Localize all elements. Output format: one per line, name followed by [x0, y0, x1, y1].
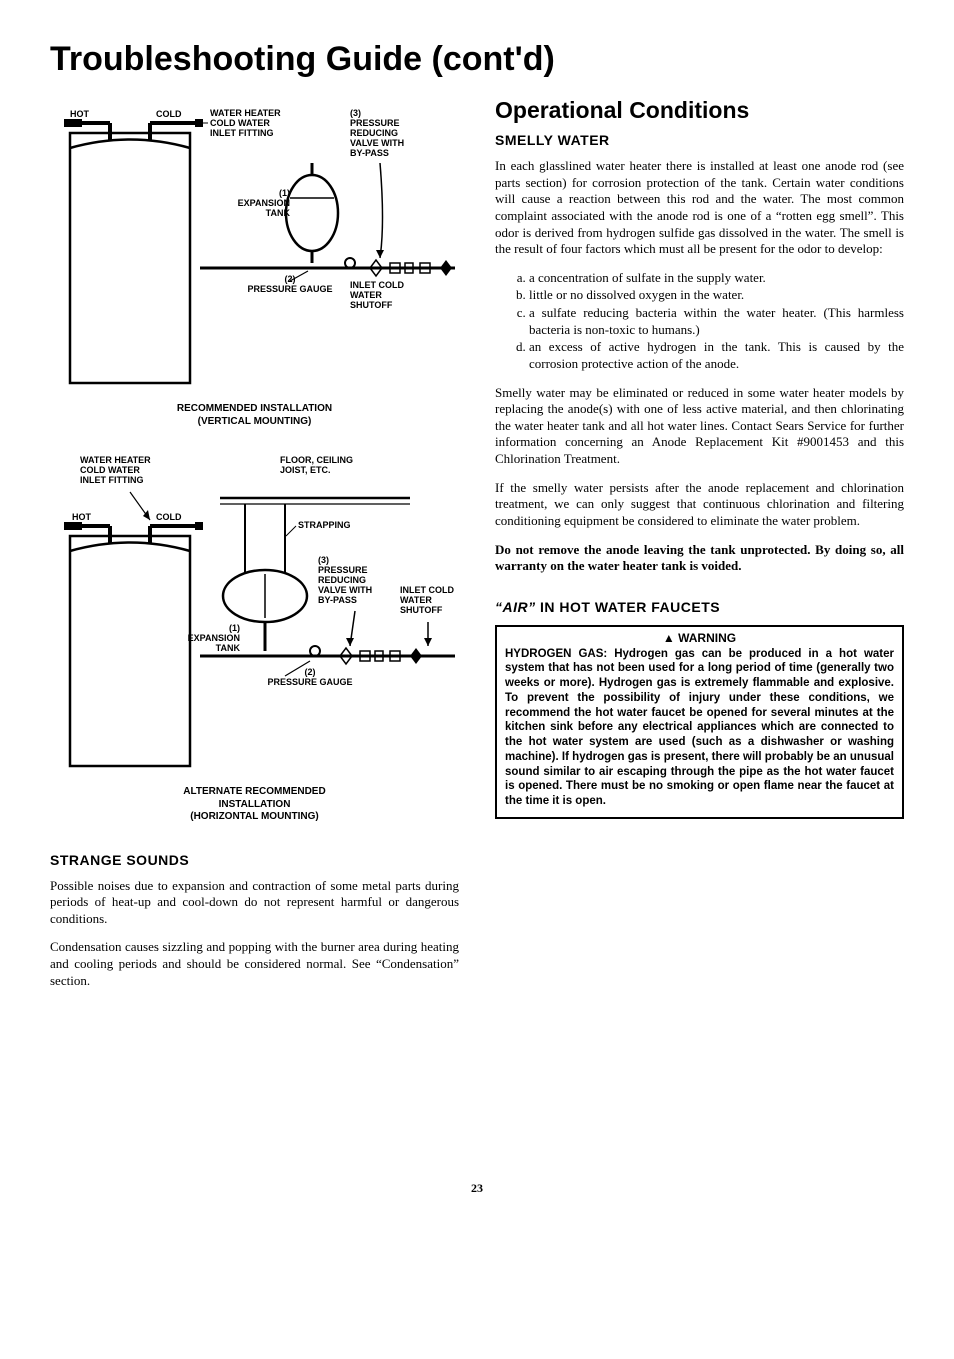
- smelly-item-c: a sulfate reducing bacteria within the w…: [529, 305, 904, 338]
- smelly-p4: Do not remove the anode leaving the tank…: [495, 542, 904, 575]
- d2-prv: (3)PRESSUREREDUCINGVALVE WITHBY-PASS: [318, 556, 398, 605]
- smelly-list: a concentration of sulfate in the supply…: [495, 270, 904, 373]
- diagram-horizontal-mounting: HOT COLD WATER HEATERCOLD WATERINLET FIT…: [50, 456, 459, 824]
- diagram-vertical-mounting: HOT COLD WATER HEATERCOLD WATERINLET FIT…: [50, 103, 459, 428]
- d2-gauge: (2)PRESSURE GAUGE: [250, 668, 370, 688]
- right-column: Operational Conditions SMELLY WATER In e…: [495, 97, 904, 1001]
- left-column: HOT COLD WATER HEATERCOLD WATERINLET FIT…: [50, 97, 459, 1001]
- d1-prv: (3)PRESSUREREDUCINGVALVE WITHBY-PASS: [350, 109, 440, 158]
- operational-heading: Operational Conditions: [495, 97, 904, 124]
- d2-cold: COLD: [156, 512, 182, 522]
- strange-sounds-p1: Possible noises due to expansion and con…: [50, 878, 459, 928]
- strange-sounds-heading: STRANGE SOUNDS: [50, 852, 459, 868]
- d1-expansion-tank: (1)EXPANSIONTANK: [230, 189, 290, 219]
- d2-caption: ALTERNATE RECOMMENDEDINSTALLATION(HORIZO…: [50, 786, 459, 824]
- d1-cold: COLD: [156, 109, 182, 119]
- smelly-item-d: an excess of active hydrogen in the tank…: [529, 339, 904, 372]
- d2-shutoff: INLET COLDWATERSHUTOFF: [400, 586, 460, 616]
- d2-strapping: STRAPPING: [298, 520, 351, 530]
- d1-heater-inlet: WATER HEATERCOLD WATERINLET FITTING: [210, 109, 310, 139]
- warning-title: ▲ WARNING: [505, 631, 894, 645]
- air-heading-rest: IN HOT WATER FAUCETS: [536, 599, 720, 615]
- smelly-p1: In each glasslined water heater there is…: [495, 158, 904, 258]
- page-number: 23: [50, 1181, 904, 1196]
- d1-hot: HOT: [70, 109, 90, 119]
- warning-box: ▲ WARNING HYDROGEN GAS: Hydrogen gas can…: [495, 625, 904, 819]
- d2-joist: FLOOR, CEILINGJOIST, ETC.: [280, 456, 390, 476]
- warning-body: HYDROGEN GAS: Hydrogen gas can be produc…: [505, 647, 894, 809]
- d1-gauge: (2)PRESSURE GAUGE: [235, 275, 345, 295]
- strange-sounds-p2: Condensation causes sizzling and popping…: [50, 939, 459, 989]
- d1-caption: RECOMMENDED INSTALLATION(VERTICAL MOUNTI…: [50, 403, 459, 428]
- page-title: Troubleshooting Guide (cont'd): [50, 40, 904, 79]
- smelly-p2: Smelly water may be eliminated or reduce…: [495, 385, 904, 468]
- d1-shutoff: INLET COLDWATERSHUTOFF: [350, 281, 430, 311]
- d2-heater-inlet: WATER HEATERCOLD WATERINLET FITTING: [80, 456, 190, 486]
- smelly-item-a: a concentration of sulfate in the supply…: [529, 270, 904, 287]
- smelly-heading: SMELLY WATER: [495, 132, 904, 148]
- air-heading: “AIR” IN HOT WATER FAUCETS: [495, 599, 904, 615]
- d2-expansion-tank: (1)EXPANSIONTANK: [180, 624, 240, 654]
- smelly-item-b: little or no dissolved oxygen in the wat…: [529, 287, 904, 304]
- smelly-p3: If the smelly water persists after the a…: [495, 480, 904, 530]
- d2-hot: HOT: [72, 512, 92, 522]
- air-heading-italic: “AIR”: [495, 599, 536, 615]
